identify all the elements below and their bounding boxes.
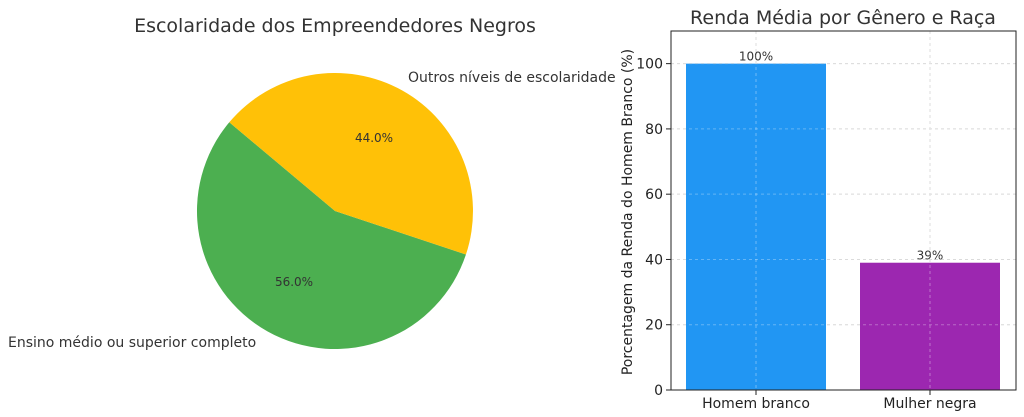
bar-mulher-negra (860, 262, 1000, 390)
bar-chart-y-axis-label: Porcentagem da Renda do Homem Branco (%) (620, 49, 636, 375)
y-tick-label: 80 (645, 122, 663, 138)
bar-marks: 100% 39% (671, 31, 1016, 391)
bar-axes: 0 20 40 60 80 100 Homem branco Mulher negra (636, 30, 1017, 412)
bar-chart: Renda Média por Gênero e Raça 100% 39% 0 2… (620, 7, 1017, 412)
pie-category-label-completo: Ensino médio ou superior completo (8, 335, 256, 351)
bar-homem-branco (686, 63, 826, 391)
bar-value-label-homem-branco: 100% (739, 50, 773, 64)
y-tick-label: 40 (645, 252, 663, 268)
bar-chart-title: Renda Média por Gênero e Raça (690, 7, 996, 29)
y-tick-label: 0 (654, 383, 663, 399)
pie-chart: Escolaridade dos Empreendedores Negros E… (8, 15, 616, 351)
pie-value-label-completo: 56.0% (275, 275, 313, 289)
pie-slice-outros (229, 73, 473, 255)
x-tick-label-homem-branco: Homem branco (702, 396, 810, 412)
pie-category-label-outros: Outros níveis de escolaridade (408, 70, 616, 86)
bar-value-label-mulher-negra: 39% (917, 249, 944, 263)
x-tick-label-mulher-negra: Mulher negra (883, 396, 976, 412)
pie-chart-title: Escolaridade dos Empreendedores Negros (134, 15, 536, 37)
y-tick-label: 20 (645, 318, 663, 334)
pie-slice-completo (196, 122, 466, 350)
pie-slices (196, 73, 473, 350)
plot-frame (670, 30, 1017, 391)
y-tick-label: 60 (645, 187, 663, 203)
pie-value-label-outros: 44.0% (355, 131, 393, 145)
y-tick-label: 100 (636, 57, 663, 73)
